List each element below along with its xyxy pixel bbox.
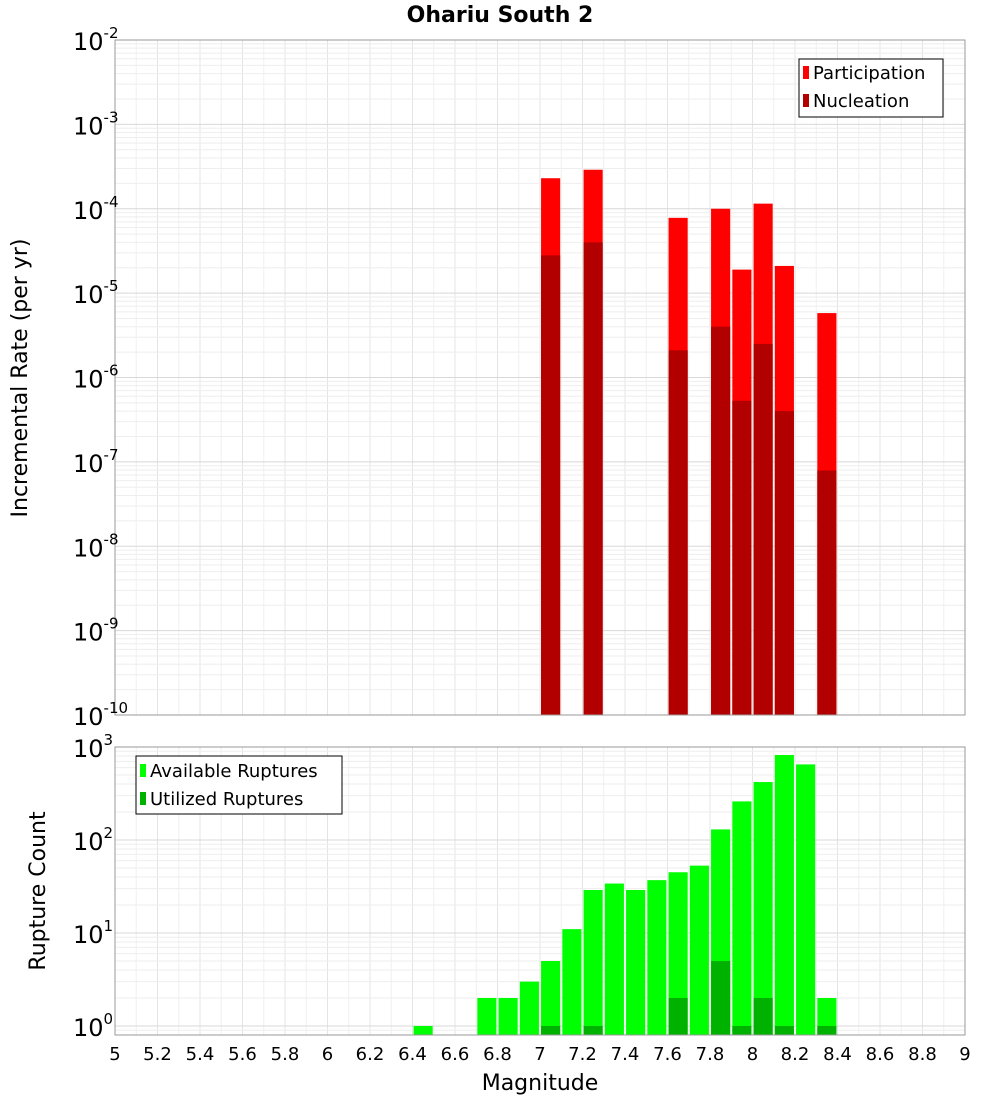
available-ruptures-bar [626,889,646,1035]
nucleation-legend-label: Nucleation [813,91,909,112]
bottom-y-tick-label: 103 [73,731,113,763]
x-tick-label: 5.6 [228,1044,257,1065]
bottom-legend: Available Ruptures Utilized Ruptures [135,755,343,815]
utilized-ruptures-bar [774,1025,794,1035]
nucleation-legend-swatch [803,94,809,107]
x-tick-label: 7.4 [611,1044,640,1065]
available-ruptures-bar [689,865,709,1035]
top-y-tick-labels: 10-10 10-9 10-8 10-7 10-6 10-5 10-4 10-3 10-2 [73,24,128,731]
x-tick-label: 5.2 [143,1044,172,1065]
x-tick-label: 5 [109,1044,120,1065]
x-tick-label: 6.4 [398,1044,427,1065]
available-ruptures-bar [519,981,539,1035]
x-tick-label: 7.6 [653,1044,682,1065]
bottom-legend-box [135,755,343,815]
bottom-y-axis-label: Rupture Count [26,811,51,971]
bottom-plot-frame [114,746,966,1036]
participation-legend-swatch [803,66,809,79]
top-y-tick-label: 10-8 [73,530,119,562]
nucleation-bar [541,255,561,715]
x-axis-label: Magnitude [482,1071,599,1096]
nucleation-bar [774,411,794,715]
available-ruptures-bar [477,997,497,1035]
available-ruptures-bar [774,755,794,1035]
x-tick-label: 8.2 [781,1044,810,1065]
top-y-tick-label: 10-4 [73,193,119,225]
top-y-tick-label: 10-10 [73,699,128,731]
utilized-ruptures-bar [732,1025,752,1035]
available-ruptures-legend-swatch [140,764,146,777]
x-tick-label: 8.4 [823,1044,852,1065]
x-tick-label: 6.8 [483,1044,512,1065]
bottom-y-tick-label: 102 [73,824,113,856]
bottom-y-tick-label: 100 [73,1010,113,1042]
top-y-tick-label: 10-9 [73,615,119,647]
x-tick-label: 5.4 [186,1044,215,1065]
available-ruptures-bar [498,997,518,1035]
top-legend-box [798,58,944,118]
x-tick-label: 7 [534,1044,545,1065]
top-y-tick-label: 10-2 [73,24,119,56]
nucleation-bar [668,350,688,715]
utilized-ruptures-bar [817,1025,837,1035]
utilized-ruptures-bar [711,960,731,1035]
x-tick-label: 6.6 [441,1044,470,1065]
available-ruptures-bar [413,1025,433,1035]
available-ruptures-legend-label: Available Ruptures [150,761,318,782]
x-tick-label: 7.8 [696,1044,725,1065]
top-y-axis-label: Incremental Rate (per yr) [8,239,33,518]
top-y-tick-label: 10-3 [73,108,119,140]
bottom-y-tick-label: 101 [73,917,113,949]
x-tick-label: 8 [747,1044,758,1065]
top-y-tick-label: 10-5 [73,277,119,309]
available-ruptures-bar [583,889,603,1035]
x-tick-label: 8.6 [866,1044,895,1065]
utilized-ruptures-bar [753,997,773,1035]
top-legend: Participation Nucleation [798,58,944,118]
x-tick-label: 9 [959,1044,970,1065]
participation-legend-label: Participation [813,63,925,84]
x-tick-label: 6 [322,1044,333,1065]
utilized-ruptures-bar [541,1025,561,1035]
x-tick-label: 6.2 [356,1044,385,1065]
available-ruptures-bar [668,872,688,1035]
available-ruptures-bar [562,929,582,1035]
top-plot-frame [114,39,966,716]
chart-title: Ohariu South 2 [407,3,594,28]
available-ruptures-bar [817,997,837,1035]
top-gridlines [114,39,966,716]
top-bars [541,169,837,716]
nucleation-bar [583,242,603,716]
x-tick-label: 7.2 [568,1044,597,1065]
available-ruptures-bar [732,801,752,1035]
utilized-ruptures-bar [668,997,688,1035]
available-ruptures-bar [796,764,816,1035]
nucleation-bar [711,326,731,715]
available-ruptures-bar [647,880,667,1035]
top-y-tick-label: 10-7 [73,446,119,478]
available-ruptures-bar [541,960,561,1035]
x-tick-label: 5.8 [271,1044,300,1065]
utilized-ruptures-bar [583,1025,603,1035]
nucleation-bar [817,470,837,715]
available-ruptures-bar [604,883,624,1035]
available-ruptures-bar [753,782,773,1035]
nucleation-bar [753,343,773,715]
bottom-bars [413,755,837,1035]
bottom-y-tick-labels: 100 101 102 103 [73,731,113,1042]
x-tick-labels: 5 5.2 5.4 5.6 5.8 6 6.2 6.4 6.6 6.8 7 7.2 7.4 7.6 7.8 8… [109,1044,970,1065]
top-y-tick-label: 10-6 [73,362,119,394]
nucleation-bar [732,400,752,715]
utilized-ruptures-legend-label: Utilized Ruptures [150,789,303,810]
x-tick-label: 8.8 [908,1044,937,1065]
utilized-ruptures-legend-swatch [140,792,146,805]
